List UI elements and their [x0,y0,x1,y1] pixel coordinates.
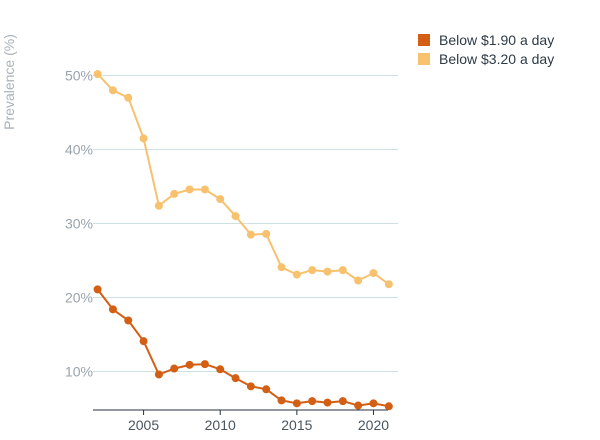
legend-swatch [418,34,430,46]
y-axis-title: Prevalence (%) [1,34,17,130]
data-point[interactable] [200,185,209,194]
data-point[interactable] [170,364,179,373]
series-line [96,73,390,286]
data-point[interactable] [292,399,301,408]
data-point[interactable] [231,374,240,383]
data-point[interactable] [277,396,286,405]
data-point[interactable] [216,195,225,204]
data-point[interactable] [108,305,117,314]
y-tick-labels: 10% 20% 30% 40% 50% [65,68,93,380]
series-layer [93,70,393,411]
series-line [96,288,390,408]
data-point[interactable] [323,267,332,276]
data-point[interactable] [154,370,163,379]
data-point[interactable] [231,212,240,221]
data-point[interactable] [185,360,194,369]
y-tick-label: 40% [65,142,93,158]
gridlines [93,75,398,373]
legend-swatch [418,53,430,65]
data-point[interactable] [277,263,286,272]
legend-label[interactable]: Below $3.20 a day [439,51,554,67]
data-point[interactable] [262,229,271,238]
legend-label[interactable]: Below $1.90 a day [439,32,554,48]
x-tick-label: 2010 [205,417,236,433]
data-point[interactable] [246,382,255,391]
data-point[interactable] [139,337,148,346]
data-point[interactable] [338,266,347,275]
data-point[interactable] [323,398,332,407]
data-point[interactable] [369,399,378,408]
data-point[interactable] [124,93,133,102]
data-point[interactable] [185,185,194,194]
x-ticks: 2005 2010 2015 2020 [128,410,389,433]
data-point[interactable] [308,266,317,275]
data-point[interactable] [246,230,255,239]
data-point[interactable] [369,269,378,278]
data-point[interactable] [292,270,301,279]
data-point[interactable] [338,397,347,406]
y-tick-label: 10% [65,364,93,380]
y-tick-label: 30% [65,216,93,232]
legend: Below $1.90 a day Below $3.20 a day [418,32,554,67]
data-point[interactable] [108,86,117,95]
data-point[interactable] [384,402,393,411]
data-point[interactable] [93,285,102,294]
y-tick-label: 20% [65,290,93,306]
data-point[interactable] [262,385,271,394]
data-point[interactable] [154,201,163,210]
data-point[interactable] [354,276,363,285]
x-tick-label: 2005 [128,417,159,433]
series-below-1-90 [93,285,393,411]
data-point[interactable] [200,360,209,369]
data-point[interactable] [216,365,225,374]
data-point[interactable] [170,189,179,198]
data-point[interactable] [384,280,393,289]
y-tick-label: 50% [65,68,93,84]
data-point[interactable] [308,397,317,406]
x-tick-label: 2015 [281,417,312,433]
data-point[interactable] [124,316,133,325]
x-tick-label: 2020 [358,417,389,433]
series-below-3-20 [93,70,393,289]
data-point[interactable] [139,134,148,143]
data-point[interactable] [354,401,363,410]
data-point[interactable] [93,70,102,79]
